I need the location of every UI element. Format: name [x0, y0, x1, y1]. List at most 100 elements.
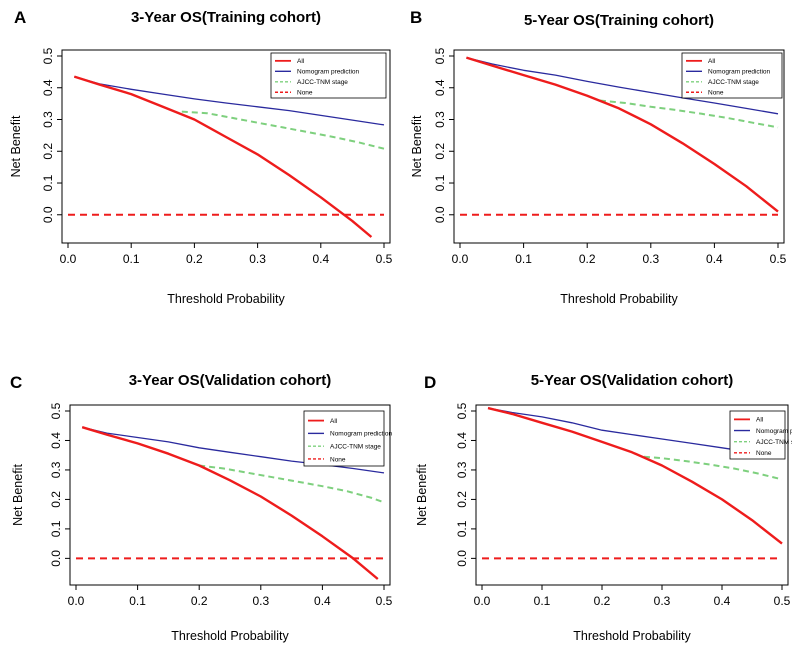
series-line-ajcc-tnm-stage: [643, 455, 783, 481]
series-line-ajcc-tnm-stage: [599, 99, 779, 129]
y-tick-label: 0.5: [41, 47, 55, 64]
y-tick-label: 0.0: [455, 550, 469, 567]
panel-letter: A: [14, 8, 27, 27]
legend-label: AJCC-TNM stage: [297, 79, 348, 86]
y-tick-label: 0.4: [49, 432, 63, 449]
chart-svg: 3-Year OS(Validation cohort) 0.0 0.1 0.2 0.3…: [11, 372, 393, 643]
y-tick-label: 0.2: [49, 491, 63, 508]
x-axis-label: Threshold Probability: [167, 292, 285, 306]
x-tick-label: 0.5: [770, 252, 787, 266]
x-tick-label: 0.4: [714, 594, 731, 608]
y-tick-label: 0.2: [433, 143, 447, 160]
y-axis-label: Net Benefit: [9, 115, 23, 177]
legend-label: All: [708, 58, 716, 65]
y-axis-label: Net Benefit: [410, 115, 424, 177]
legend-label: None: [297, 90, 313, 97]
x-tick-label: 0.4: [312, 252, 329, 266]
legend-label: AJCC-TNM stage: [330, 443, 381, 450]
y-axis-label: Net Benefit: [11, 464, 25, 526]
x-axis-label: Threshold Probability: [171, 629, 289, 643]
y-tick-label: 0.5: [49, 402, 63, 419]
y-tick-label: 0.4: [41, 79, 55, 96]
y-tick-label: 0.3: [433, 111, 447, 128]
y-axis-label: Net Benefit: [415, 464, 429, 526]
panel-letter: B: [410, 8, 423, 27]
x-tick-label: 0.1: [123, 252, 140, 266]
panel-a: A 3-Year OS(Training cohort) 0.0 0.1 0.2 0.3…: [0, 0, 396, 325]
plot-frame: [69, 404, 391, 586]
x-tick-label: 0.1: [534, 594, 551, 608]
x-tick-label: 0.0: [474, 594, 491, 608]
plot-frame: [475, 404, 789, 586]
legend-label: All: [756, 417, 764, 424]
x-tick-label: 0.3: [654, 594, 671, 608]
legend-label: AJCC-TNM stage: [708, 79, 759, 86]
y-tick-label: 0.1: [49, 520, 63, 537]
series-line-ajcc-tnm-stage: [199, 464, 385, 504]
chart-title: 3-Year OS(Training cohort): [131, 9, 321, 26]
plot-frame: [61, 49, 391, 244]
legend-label: None: [756, 450, 772, 457]
y-tick-label: 0.0: [41, 206, 55, 223]
x-axis-label: Threshold Probability: [560, 292, 678, 306]
x-axis-label: Threshold Probability: [573, 629, 691, 643]
x-tick-label: 0.1: [129, 594, 146, 608]
x-tick-label: 0.1: [515, 252, 532, 266]
series-line-nomogram-prediction: [74, 75, 385, 126]
series-line-all: [487, 406, 783, 545]
x-tick-label: 0.0: [60, 252, 77, 266]
chart-svg: 3-Year OS(Training cohort) 0.0 0.1 0.2 0.3 0.…: [9, 9, 393, 306]
series-line-ajcc-tnm-stage: [181, 110, 385, 150]
series-line-all: [466, 56, 779, 213]
panel-letter: D: [424, 373, 437, 392]
x-tick-label: 0.5: [376, 252, 393, 266]
legend-label: Nomogram prediction: [708, 69, 771, 76]
y-tick-label: 0.1: [455, 520, 469, 537]
legend-label: None: [708, 90, 724, 97]
x-tick-label: 0.3: [642, 252, 659, 266]
y-tick-label: 0.2: [455, 491, 469, 508]
series-line-all: [73, 75, 373, 238]
x-tick-label: 0.3: [249, 252, 266, 266]
plot-frame: [453, 49, 785, 244]
series-line-all: [81, 426, 379, 580]
x-tick-label: 0.2: [579, 252, 596, 266]
y-tick-label: 0.3: [41, 111, 55, 128]
series-line-nomogram-prediction: [466, 56, 779, 115]
panel-b: B 5-Year OS(Training cohort) 0.0 0.1 0.2 0.3…: [396, 0, 792, 325]
y-tick-label: 0.1: [433, 174, 447, 191]
x-tick-label: 0.3: [252, 594, 269, 608]
chart-title: 5-Year OS(Validation cohort): [531, 372, 734, 389]
y-tick-label: 0.3: [455, 461, 469, 478]
legend-label: Nomogram prediction: [297, 69, 360, 76]
x-tick-label: 0.0: [68, 594, 85, 608]
y-tick-label: 0.4: [455, 432, 469, 449]
y-tick-label: 0.0: [433, 206, 447, 223]
y-tick-label: 0.0: [49, 550, 63, 567]
panel-letter: C: [10, 373, 23, 392]
chart-svg: 5-Year OS(Training cohort) 0.0 0.1 0.2 0.3 0.…: [410, 12, 787, 306]
x-tick-label: 0.5: [376, 594, 393, 608]
chart-title: 3-Year OS(Validation cohort): [129, 372, 332, 389]
x-tick-label: 0.2: [191, 594, 208, 608]
legend-label: Nomogram prediction: [330, 431, 393, 438]
chart-svg: 5-Year OS(Validation cohort) 0.0 0.1 0.2 0.3…: [415, 372, 792, 643]
y-tick-label: 0.4: [433, 79, 447, 96]
legend-label: AJCC-TNM stage: [756, 439, 792, 446]
y-tick-label: 0.2: [41, 143, 55, 160]
legend-label: None: [330, 456, 346, 463]
panel-c: C 3-Year OS(Validation cohort) 0.0 0.1 0.2 0…: [0, 325, 396, 651]
legend-label: All: [297, 58, 305, 65]
x-tick-label: 0.4: [706, 252, 723, 266]
y-tick-label: 0.5: [433, 47, 447, 64]
legend-label: Nomogram prediction: [756, 428, 792, 435]
y-tick-label: 0.3: [49, 461, 63, 478]
legend-label: All: [330, 418, 338, 425]
chart-title: 5-Year OS(Training cohort): [524, 12, 714, 29]
x-tick-label: 0.0: [452, 252, 469, 266]
x-tick-label: 0.5: [774, 594, 791, 608]
x-tick-label: 0.4: [314, 594, 331, 608]
y-tick-label: 0.1: [41, 174, 55, 191]
y-tick-label: 0.5: [455, 402, 469, 419]
panel-d: D 5-Year OS(Validation cohort) 0.0 0.1 0.2 0…: [396, 325, 792, 651]
